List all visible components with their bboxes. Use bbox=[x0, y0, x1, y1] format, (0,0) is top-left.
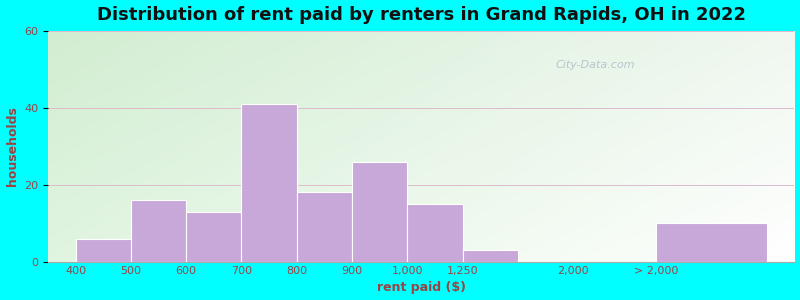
Y-axis label: households: households bbox=[6, 106, 18, 186]
Bar bbox=[186, 212, 242, 262]
X-axis label: rent paid ($): rent paid ($) bbox=[377, 281, 466, 294]
Bar bbox=[76, 238, 131, 262]
Bar bbox=[656, 223, 766, 262]
Bar bbox=[352, 162, 407, 262]
Bar bbox=[407, 204, 462, 262]
Bar bbox=[462, 250, 518, 262]
Title: Distribution of rent paid by renters in Grand Rapids, OH in 2022: Distribution of rent paid by renters in … bbox=[97, 6, 746, 24]
Text: City-Data.com: City-Data.com bbox=[555, 60, 635, 70]
Bar bbox=[131, 200, 186, 262]
Bar bbox=[297, 192, 352, 262]
Bar bbox=[242, 104, 297, 262]
